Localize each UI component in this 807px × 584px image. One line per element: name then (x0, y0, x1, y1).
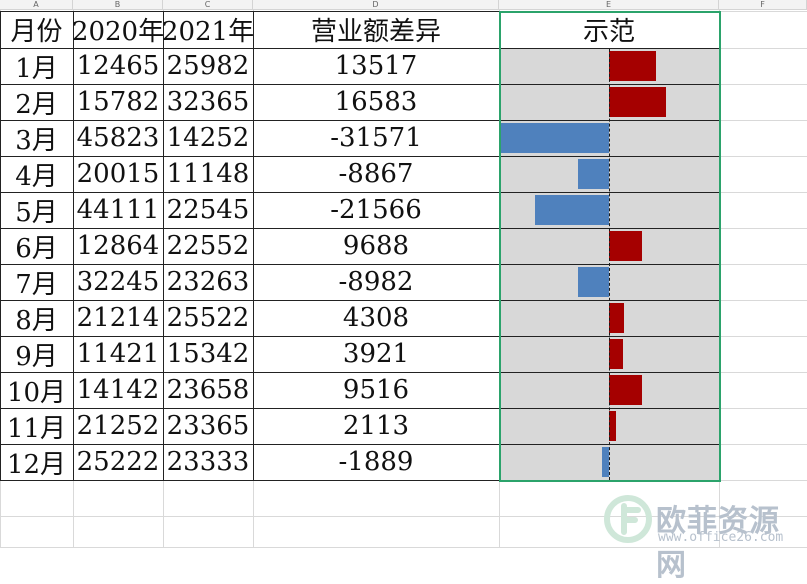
table-border-row (0, 192, 719, 193)
table-border-col (73, 11, 74, 480)
cell-diff[interactable]: 13517 (334, 51, 418, 81)
cell-y2020[interactable]: 21252 (76, 411, 160, 441)
column-header-a[interactable]: A (0, 0, 73, 10)
positive-data-bar (609, 375, 642, 405)
header-cell-diff[interactable]: 营业额差异 (310, 17, 441, 47)
header-cell-demo[interactable]: 示范 (582, 17, 635, 47)
table-border-row (0, 372, 719, 373)
column-header-c[interactable]: C (163, 0, 253, 10)
negative-data-bar (534, 195, 609, 225)
table-border-row (0, 480, 719, 481)
negative-data-bar (578, 159, 609, 189)
cell-y2021[interactable]: 15342 (166, 339, 250, 369)
cell-month[interactable]: 2月 (15, 89, 58, 120)
cell-y2021[interactable]: 25982 (166, 51, 250, 81)
cell-y2021[interactable]: 23658 (166, 375, 250, 405)
cell-y2020[interactable]: 12864 (76, 231, 160, 261)
cell-y2021[interactable]: 23365 (166, 411, 250, 441)
table-border-row (0, 408, 719, 409)
cell-y2021[interactable]: 25522 (166, 303, 250, 333)
table-border-row (0, 120, 719, 121)
cell-month[interactable]: 1月 (15, 53, 58, 84)
cell-y2020[interactable]: 32245 (76, 267, 160, 297)
cell-month[interactable]: 7月 (15, 269, 58, 300)
column-header-d[interactable]: D (253, 0, 499, 10)
table-border-col (253, 11, 254, 480)
negative-data-bar (577, 267, 609, 297)
cell-month[interactable]: 8月 (15, 305, 58, 336)
cell-y2020[interactable]: 14142 (76, 375, 160, 405)
positive-data-bar (609, 87, 667, 117)
header-cell-y2021[interactable]: 2021年 (163, 17, 253, 47)
cell-diff[interactable]: 3921 (342, 339, 410, 369)
positive-data-bar (609, 303, 624, 333)
cell-month[interactable]: 12月 (6, 449, 67, 480)
cell-diff[interactable]: -31571 (330, 123, 422, 153)
spreadsheet: A B C D E F 月份 2020年 2021年 营业额差异 示范 1月 12465 25982 135… (0, 0, 807, 548)
column-header-f[interactable]: F (719, 0, 807, 10)
cell-y2021[interactable]: 23333 (166, 447, 250, 477)
negative-data-bar (602, 447, 609, 477)
positive-data-bar (609, 51, 656, 81)
cell-month[interactable]: 4月 (15, 161, 58, 192)
cell-diff[interactable]: -1889 (338, 447, 414, 477)
negative-data-bar (500, 123, 609, 153)
cell-y2020[interactable]: 11421 (76, 339, 160, 369)
cell-diff[interactable]: -21566 (330, 195, 422, 225)
cell-month[interactable]: 6月 (15, 233, 58, 264)
cell-y2021[interactable]: 32365 (166, 87, 250, 117)
table-border-col (499, 11, 500, 480)
cell-month[interactable]: 9月 (15, 341, 58, 372)
cell-y2021[interactable]: 14252 (166, 123, 250, 153)
cell-diff[interactable]: 9688 (342, 231, 410, 261)
positive-data-bar (609, 339, 623, 369)
gridline-row (0, 516, 807, 517)
cell-month[interactable]: 10月 (6, 377, 67, 408)
positive-data-bar (609, 231, 643, 261)
data-bar-axis (609, 49, 610, 480)
cell-y2021[interactable]: 22552 (166, 231, 250, 261)
table-border-row (0, 336, 719, 337)
cell-y2020[interactable]: 44111 (76, 195, 160, 225)
cell-y2021[interactable]: 23263 (166, 267, 250, 297)
table-border-row (0, 11, 719, 12)
table-border-row (0, 444, 719, 445)
cell-month[interactable]: 5月 (15, 197, 58, 228)
cell-diff[interactable]: 2113 (342, 411, 410, 441)
cell-month[interactable]: 3月 (15, 125, 58, 156)
cell-month[interactable]: 11月 (6, 413, 67, 444)
column-header-e[interactable]: E (499, 0, 719, 10)
table-border-row (0, 264, 719, 265)
cell-diff[interactable]: 16583 (334, 87, 418, 117)
watermark-url: www.office26.com (658, 530, 784, 545)
positive-data-bar (609, 411, 617, 441)
table-border-row (0, 48, 719, 49)
cell-diff[interactable]: 9516 (342, 375, 410, 405)
cell-diff[interactable]: 4308 (342, 303, 410, 333)
header-cell-month[interactable]: 月份 (10, 17, 63, 47)
column-header-b[interactable]: B (73, 0, 163, 10)
table-border-row (0, 228, 719, 229)
table-border-row (0, 156, 719, 157)
cell-y2020[interactable]: 20015 (76, 159, 160, 189)
table-border-row (0, 84, 719, 85)
watermark: 欧菲资源网 www.office26.com (602, 492, 802, 583)
cell-y2021[interactable]: 22545 (166, 195, 250, 225)
cell-diff[interactable]: -8982 (338, 267, 414, 297)
table-border-row (0, 300, 719, 301)
cell-y2021[interactable]: 11148 (166, 159, 250, 189)
cell-y2020[interactable]: 12465 (76, 51, 160, 81)
cell-y2020[interactable]: 21214 (76, 303, 160, 333)
watermark-logo-icon (604, 495, 652, 543)
cell-diff[interactable]: -8867 (338, 159, 414, 189)
table-border-col (163, 11, 164, 480)
cell-y2020[interactable]: 45823 (76, 123, 160, 153)
table-border-col (0, 11, 1, 480)
table-border-col (719, 11, 720, 480)
cell-y2020[interactable]: 25222 (76, 447, 160, 477)
header-cell-y2020[interactable]: 2020年 (73, 17, 163, 47)
cell-y2020[interactable]: 15782 (76, 87, 160, 117)
